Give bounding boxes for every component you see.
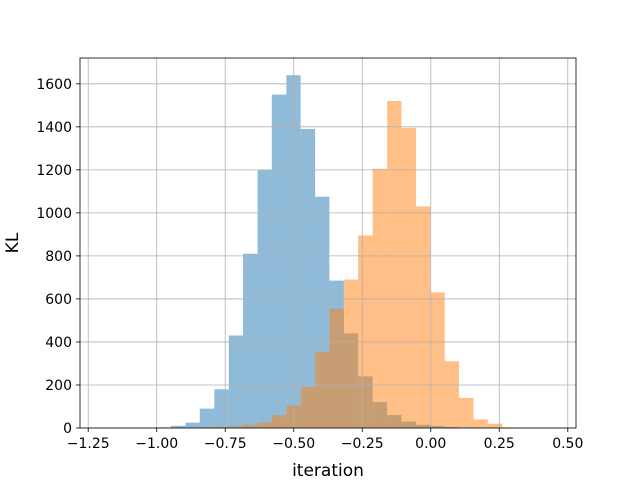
x-tick-label: 0.50 xyxy=(552,436,583,452)
histogram-bar-series-2-bin-22 xyxy=(487,423,503,428)
x-axis-ticks: −1.25 −1.00 −0.75 −0.50 −0.25 0.00 0.25 0.50 xyxy=(67,428,583,452)
histogram-bar-series-2-bin-16 xyxy=(401,127,416,429)
histogram-bar-series-2-bin-4 xyxy=(228,426,244,428)
y-tick-label: 1200 xyxy=(36,163,72,179)
y-axis-ticks: 0 200 400 600 800 1000 1200 1400 1600 xyxy=(36,77,80,437)
y-tick-label: 600 xyxy=(45,292,72,308)
histogram-bar-series-1-bin-8 xyxy=(185,422,200,428)
histogram-bar-series-2-bin-20 xyxy=(458,397,474,428)
y-tick-label: 400 xyxy=(45,335,72,351)
histogram-bar-series-2-bin-14 xyxy=(372,168,388,428)
histogram-bar-series-2-bin-12 xyxy=(343,279,359,428)
histogram-bar-series-2-bin-17 xyxy=(415,206,431,428)
histogram-bar-series-1-bin-16 xyxy=(300,128,316,428)
y-tick-label: 800 xyxy=(45,249,72,265)
y-tick-label: 1000 xyxy=(36,206,72,222)
x-tick-label: 0.00 xyxy=(415,436,446,452)
histogram-bar-series-2-bin-19 xyxy=(444,361,459,428)
y-tick-label: 1400 xyxy=(36,120,72,136)
x-tick-label: −1.25 xyxy=(67,436,110,452)
x-tick-label: −1.00 xyxy=(135,436,178,452)
plot-frame xyxy=(79,57,577,429)
x-tick-label: 0.25 xyxy=(484,436,515,452)
histogram-bar-series-2-bin-10 xyxy=(315,351,330,428)
histogram-bar-series-2-bin-18 xyxy=(430,292,445,428)
y-tick-label: 200 xyxy=(45,378,72,394)
histogram-bar-series-2-bin-21 xyxy=(473,419,488,428)
histogram-bar-series-1-bin-9 xyxy=(199,408,215,428)
histogram-bar-series-2-bin-9 xyxy=(300,387,316,428)
histogram-bar-series-2-bin-6 xyxy=(257,422,272,428)
histogram-bar-series-2-bin-3 xyxy=(214,426,229,428)
histogram-bar-series-1-bin-11 xyxy=(228,335,244,428)
y-axis-label: KL xyxy=(3,232,23,253)
histogram-bar-series-1-bin-14 xyxy=(271,94,287,429)
x-tick-label: −0.50 xyxy=(272,436,315,452)
y-tick-label: 0 xyxy=(63,421,72,437)
histogram-bar-series-1-bin-10 xyxy=(214,389,229,428)
x-tick-label: −0.75 xyxy=(204,436,247,452)
x-axis-label: iteration xyxy=(292,461,364,480)
histogram-bar-series-2-bin-5 xyxy=(243,424,258,428)
histogram-bar-series-1-bin-12 xyxy=(243,253,258,428)
histogram-bar-series-2-bin-13 xyxy=(358,235,373,428)
x-tick-label: −0.25 xyxy=(341,436,384,452)
y-tick-label: 1600 xyxy=(36,77,72,93)
histogram-bar-series-1-bin-7 xyxy=(170,425,186,428)
histogram-bar-series-2-bin-15 xyxy=(387,101,402,428)
histogram-bar-series-2-bin-7 xyxy=(271,415,287,428)
histogram-bar-series-2-bin-11 xyxy=(329,308,344,428)
